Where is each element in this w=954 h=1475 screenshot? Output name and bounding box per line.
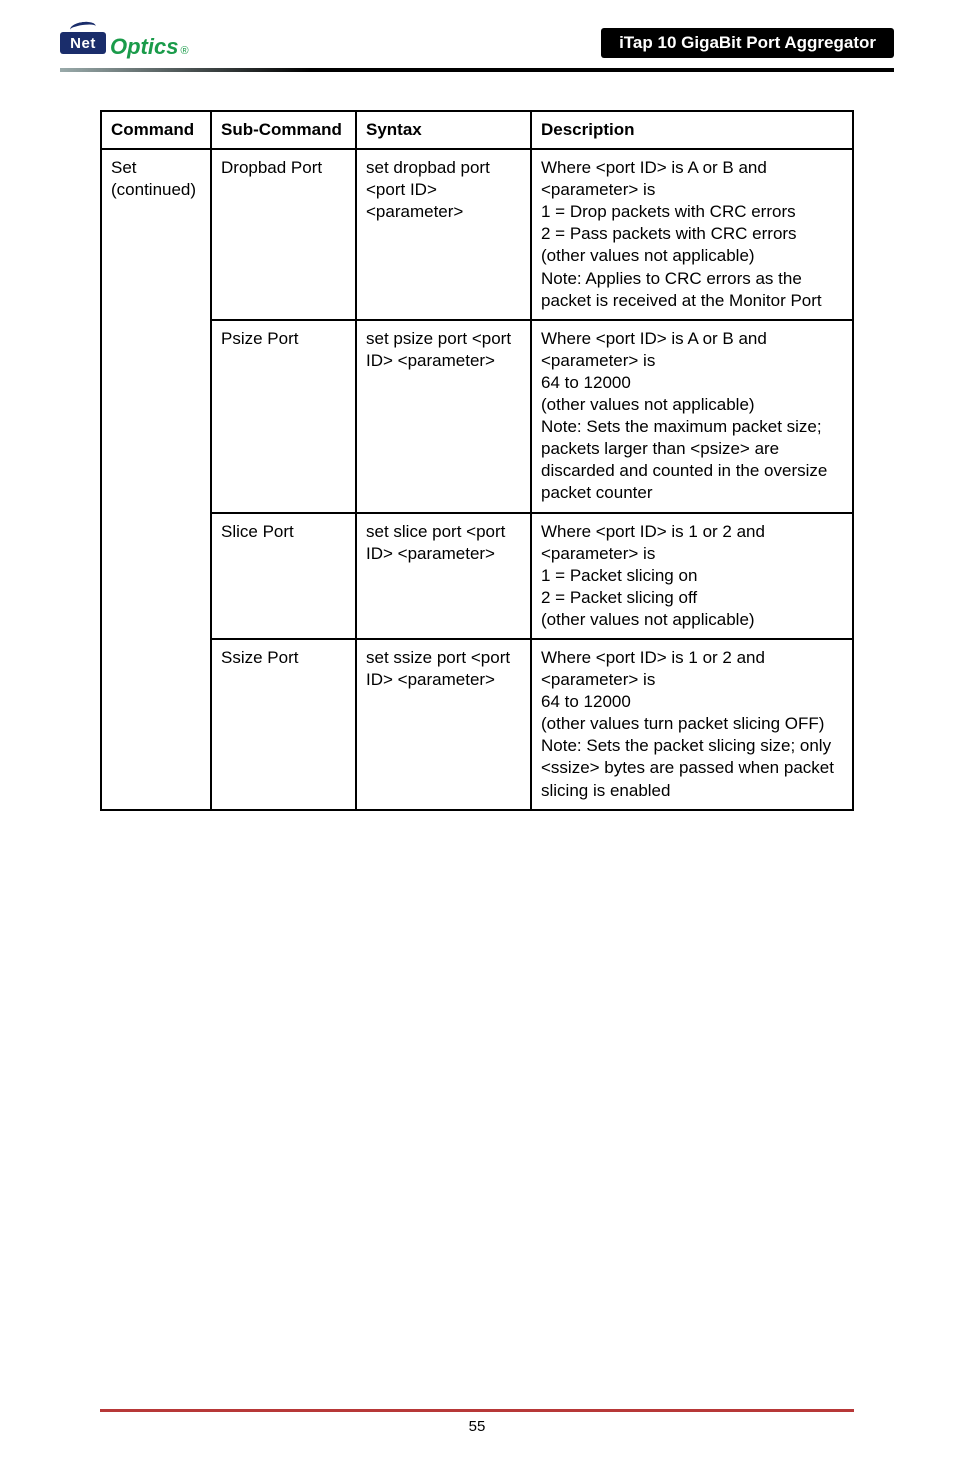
col-header-syntax: Syntax [356,111,531,149]
page-header: Net Optics ® iTap 10 GigaBit Port Aggreg… [0,0,954,60]
logo-text-net: Net [70,35,96,52]
page-number: 55 [0,1418,954,1435]
brand-logo: Net Optics ® [60,26,189,60]
cell-syntax: set ssize port <port ID> <parameter> [356,639,531,810]
logo-registered-icon: ® [180,45,188,57]
table-header-row: Command Sub-Command Syntax Description [101,111,853,149]
cell-syntax: set dropbad port <port ID> <parameter> [356,149,531,320]
cell-description: Where <port ID> is 1 or 2 and <parameter… [531,639,853,810]
cell-syntax: set psize port <port ID> <parameter> [356,320,531,513]
logo-text-optics: Optics [110,34,178,60]
table-row: Set (continued) Dropbad Port set dropbad… [101,149,853,320]
footer-divider [100,1409,854,1412]
col-header-subcommand: Sub-Command [211,111,356,149]
cell-subcommand: Dropbad Port [211,149,356,320]
cell-subcommand: Ssize Port [211,639,356,810]
table-row: Ssize Port set ssize port <port ID> <par… [101,639,853,810]
cell-subcommand: Slice Port [211,513,356,639]
col-header-description: Description [531,111,853,149]
cell-command: Set (continued) [101,149,211,810]
page-footer: 55 [0,1409,954,1435]
cell-description: Where <port ID> is A or B and <parameter… [531,320,853,513]
cell-description: Where <port ID> is 1 or 2 and <parameter… [531,513,853,639]
cell-syntax: set slice port <port ID> <parameter> [356,513,531,639]
cell-description: Where <port ID> is A or B and <parameter… [531,149,853,320]
table-row: Slice Port set slice port <port ID> <par… [101,513,853,639]
logo-mark: Net [60,26,106,54]
col-header-command: Command [101,111,211,149]
cell-subcommand: Psize Port [211,320,356,513]
table-row: Psize Port set psize port <port ID> <par… [101,320,853,513]
logo-box: Net [60,32,106,54]
command-table: Command Sub-Command Syntax Description S… [100,110,854,811]
page-title: iTap 10 GigaBit Port Aggregator [601,28,894,58]
main-content: Command Sub-Command Syntax Description S… [0,72,954,811]
